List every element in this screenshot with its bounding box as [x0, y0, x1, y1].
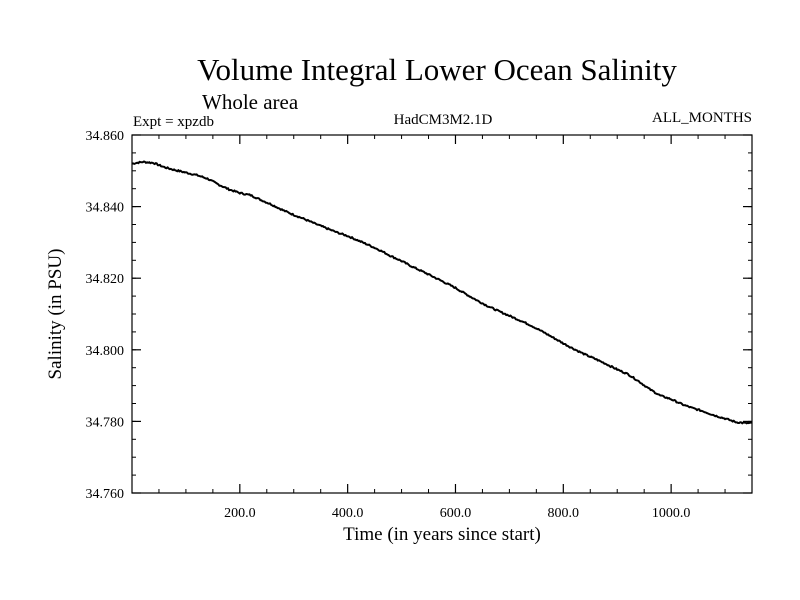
x-axis: 200.0 400.0 600.0 800.0 1000.0: [158, 135, 726, 521]
chart-title: Volume Integral Lower Ocean Salinity: [197, 52, 677, 87]
y-tick-label: 34.800: [86, 344, 125, 359]
experiment-label: Expt = xpzdb: [133, 114, 214, 130]
x-tick-label: 600.0: [440, 506, 472, 521]
y-tick-label: 34.840: [86, 201, 125, 216]
x-axis-title: Time (in years since start): [343, 524, 541, 545]
x-tick-label: 800.0: [548, 506, 580, 521]
salinity-series-line: [131, 160, 753, 425]
y-axis: 34.760 34.780 34.800 34.820 34.840 34.860: [86, 129, 752, 502]
chart-subtitle: Whole area: [202, 90, 299, 114]
plot-frame: [131, 134, 753, 494]
y-tick-label: 34.780: [86, 415, 125, 430]
x-tick-label: 1000.0: [652, 506, 691, 521]
model-label: HadCM3M2.1D: [394, 112, 493, 128]
y-axis-title: Salinity (in PSU): [45, 249, 66, 380]
y-tick-label: 34.760: [86, 487, 125, 502]
x-tick-label: 400.0: [332, 506, 364, 521]
y-tick-label: 34.820: [86, 272, 125, 287]
months-label: ALL_MONTHS: [652, 110, 752, 126]
x-tick-label: 200.0: [224, 506, 256, 521]
y-tick-label: 34.860: [86, 129, 125, 144]
